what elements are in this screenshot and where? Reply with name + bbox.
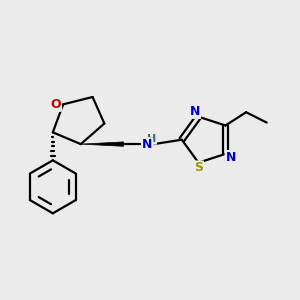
Text: N: N [190,105,200,118]
Text: N: N [226,151,236,164]
Text: O: O [50,98,61,111]
Text: H: H [147,134,156,144]
Text: N: N [142,138,152,151]
Text: S: S [194,161,203,175]
Polygon shape [81,142,124,146]
